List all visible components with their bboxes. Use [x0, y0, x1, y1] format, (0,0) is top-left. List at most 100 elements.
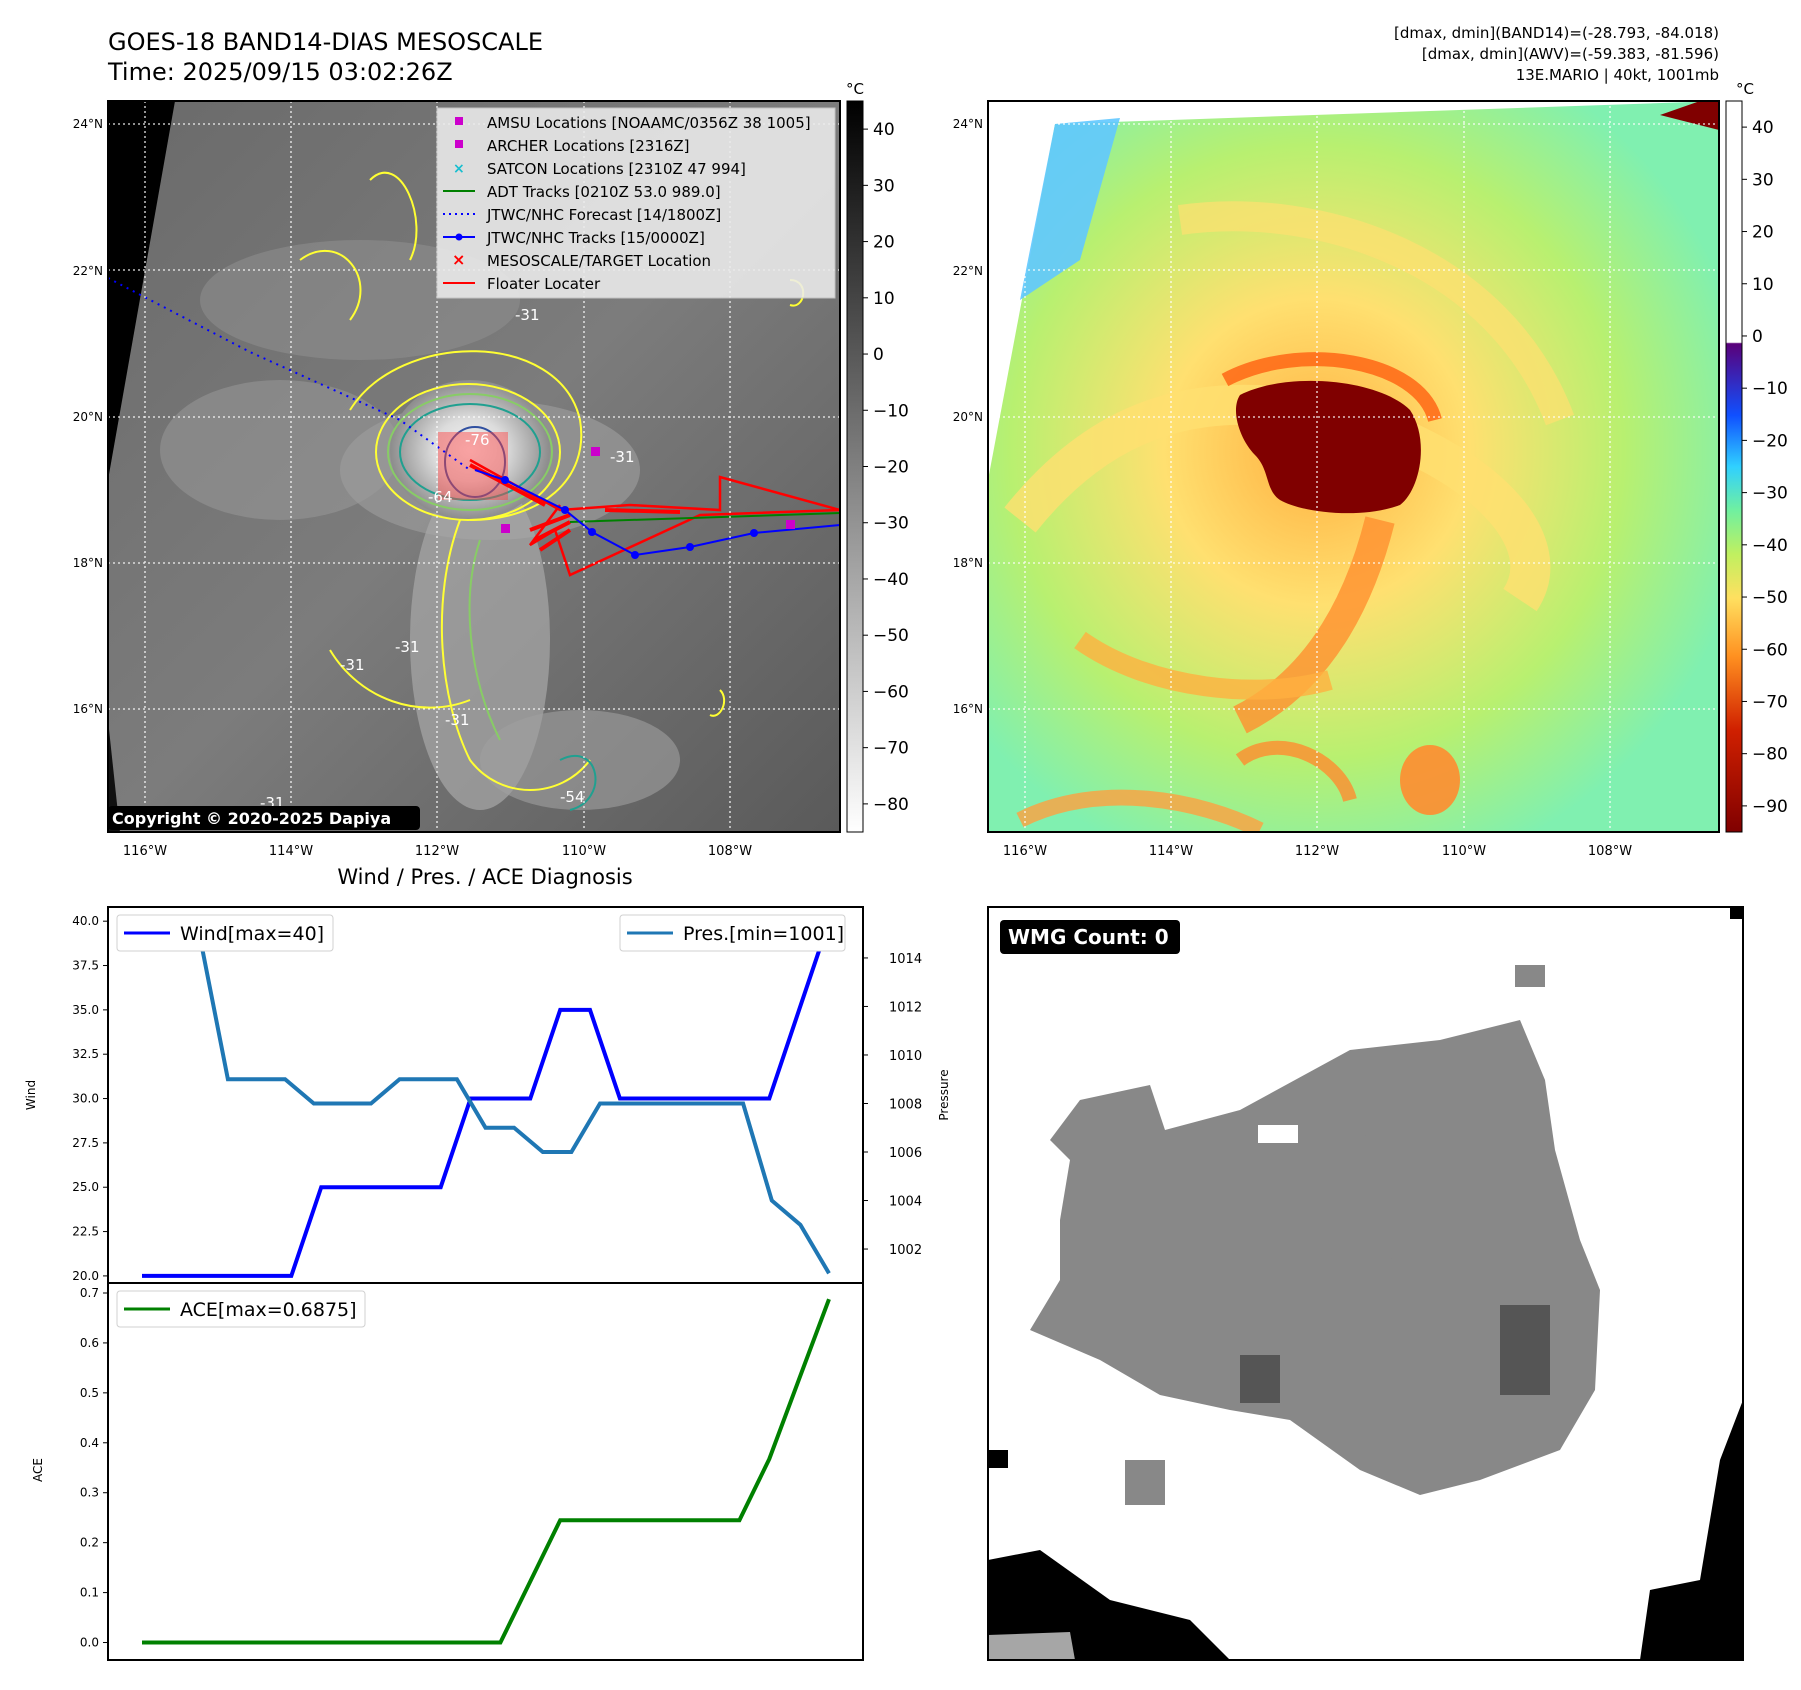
lon-label: 116°W	[123, 844, 167, 859]
lon-label: 110°W	[562, 844, 606, 859]
awv-colorbar: °C 40 30 20 10 0 −10 −20 −30 −40 −50 −60 −70 −80 −90	[1725, 80, 1788, 833]
figure-title-line1: GOES-18 BAND14-DIAS MESOSCALE	[108, 28, 543, 56]
ir-colorbar-tick-label: −70	[873, 739, 909, 759]
contour-label: -31	[515, 306, 540, 324]
awv-map-panel: 24°N 22°N 20°N 18°N 16°N 116°W 114°W 112…	[953, 100, 1720, 859]
ir-colorbar-tick-label: 30	[873, 176, 895, 196]
ir-colorbar-tick-label: −40	[873, 570, 909, 590]
jtwc-track-points	[501, 476, 758, 559]
lat-label: 20°N	[73, 410, 103, 424]
awv-colorbar-tick-label: 0	[1752, 327, 1763, 347]
lon-label: 112°W	[415, 844, 459, 859]
ir-colorbar-tick-label: −80	[873, 795, 909, 815]
awv-cold-core	[1235, 380, 1421, 514]
copyright-text: Copyright © 2020-2025 Dapiya	[112, 809, 391, 828]
awv-colorbar-tick-label: −90	[1752, 797, 1788, 817]
lon-label: 114°W	[1149, 844, 1193, 859]
awv-colorbar-tick-label: 20	[1752, 223, 1774, 243]
pressure-ytick-label: 1010	[889, 1049, 922, 1064]
awv-colorbar-tick-label: −60	[1752, 640, 1788, 660]
ir-map-panel: -31 -76 -64 -31 -31 -31 -31 -31 -54	[73, 100, 841, 859]
awv-colorbar-unit: °C	[1736, 80, 1754, 98]
wmg-panel: WMG Count: 0	[987, 906, 1744, 1661]
amsu-marker	[591, 447, 600, 456]
ir-colorbar-tick-label: −10	[873, 401, 909, 421]
legend-adt: ADT Tracks [0210Z 53.0 989.0]	[487, 183, 721, 201]
ir-colorbar-tick-label: 40	[873, 120, 895, 140]
lat-label: 18°N	[73, 556, 103, 570]
pressure-ytick-label: 1006	[889, 1146, 922, 1161]
legend-archer: ARCHER Locations [2316Z]	[487, 137, 690, 155]
pressure-ytick-label: 1008	[889, 1097, 922, 1112]
wind-ytick-label: 40.0	[72, 914, 99, 928]
wind-ytick-label: 22.5	[72, 1225, 99, 1239]
lat-label: 20°N	[953, 410, 983, 424]
pressure-axis-label: Pressure	[937, 1069, 951, 1120]
legend-target: MESOSCALE/TARGET Location	[487, 252, 711, 270]
target-x-icon: ×	[452, 250, 465, 269]
ir-colorbar-tick-label: −50	[873, 626, 909, 646]
legend-floater: Floater Locater	[487, 275, 601, 293]
lon-label: 108°W	[1588, 844, 1632, 859]
ir-colorbar-unit: °C	[846, 80, 864, 98]
wind-pressure-chart: 20.0 22.5 25.0 27.5 30.0 32.5 35.0 37.5 40.0 1002…	[24, 906, 951, 1284]
legend-forecast: JTWC/NHC Forecast [14/1800Z]	[486, 206, 721, 224]
awv-colorbar-tick-label: 10	[1752, 275, 1774, 295]
ace-ytick-label: 0.6	[80, 1336, 99, 1350]
awv-colorbar-tick-label: −50	[1752, 588, 1788, 608]
jtwc-track	[474, 469, 840, 557]
lon-label: 112°W	[1295, 844, 1339, 859]
ace-ytick-label: 0.4	[80, 1436, 99, 1450]
ace-chart: 0.0 0.1 0.2 0.3 0.4 0.5 0.6 0.7 ACE ACE[max=0.6…	[31, 1282, 864, 1661]
ace-ytick-label: 0.0	[80, 1636, 99, 1650]
wmg-count-badge: WMG Count: 0	[1008, 925, 1169, 949]
contour-label: -64	[428, 488, 453, 506]
wind-ytick-label: 25.0	[72, 1180, 99, 1194]
ir-colorbar: °C 40 30 20 10 0 −10 −20 −30 −40 −50 −60 −70 −80	[846, 80, 909, 833]
ir-colorbar-tick-label: 20	[873, 233, 895, 253]
lat-label: 24°N	[953, 117, 983, 131]
satcon-x-icon: ×	[453, 161, 465, 177]
wind-legend: Wind[max=40]	[180, 923, 324, 945]
pressure-series-line	[142, 931, 831, 1275]
map-legend: AMSU Locations [NOAAMC/0356Z 38 1005] AR…	[436, 107, 836, 299]
wind-ytick-label: 35.0	[72, 1003, 99, 1017]
ace-axis-label: ACE	[31, 1458, 45, 1482]
contour-label: -31	[610, 448, 635, 466]
lat-label: 22°N	[953, 264, 983, 278]
ir-colorbar-tick-label: −60	[873, 682, 909, 702]
stats-line1: [dmax, dmin](BAND14)=(-28.793, -84.018)	[1394, 24, 1719, 42]
lat-label: 24°N	[73, 117, 103, 131]
pressure-ytick-label: 1014	[889, 952, 922, 967]
wind-axis-label: Wind	[24, 1080, 38, 1110]
pressure-ytick-label: 1002	[889, 1243, 922, 1258]
wind-ytick-label: 20.0	[72, 1269, 99, 1283]
wmg-dark-cell	[1240, 1355, 1280, 1403]
wind-ytick-label: 37.5	[72, 959, 99, 973]
ace-ytick-label: 0.5	[80, 1386, 99, 1400]
pressure-ytick-label: 1004	[889, 1195, 922, 1210]
wind-ytick-label: 30.0	[72, 1092, 99, 1106]
contour-label: -76	[465, 431, 490, 449]
awv-colorbar-tick-label: −10	[1752, 379, 1788, 399]
archer-marker	[501, 524, 510, 533]
ace-ytick-label: 0.2	[80, 1536, 99, 1550]
figure-title-line2: Time: 2025/09/15 03:02:26Z	[107, 58, 453, 86]
pressure-legend: Pres.[min=1001]	[683, 923, 844, 945]
legend-satcon: SATCON Locations [2310Z 47 994]	[487, 160, 746, 178]
stats-line2: [dmax, dmin](AWV)=(-59.383, -81.596)	[1422, 45, 1719, 63]
lon-label: 108°W	[708, 844, 752, 859]
lat-label: 18°N	[953, 556, 983, 570]
contour-label: -31	[340, 656, 365, 674]
lat-label: 16°N	[953, 702, 983, 716]
ace-ytick-label: 0.7	[80, 1286, 99, 1300]
ace-series-line	[142, 1298, 831, 1645]
awv-colorbar-tick-label: −70	[1752, 692, 1788, 712]
lon-label: 116°W	[1003, 844, 1047, 859]
legend-tracks: JTWC/NHC Tracks [15/0000Z]	[486, 229, 705, 247]
legend-amsu: AMSU Locations [NOAAMC/0356Z 38 1005]	[487, 114, 811, 132]
lon-label: 110°W	[1442, 844, 1486, 859]
wmg-dark-cell	[1500, 1305, 1550, 1395]
ace-ytick-label: 0.3	[80, 1486, 99, 1500]
